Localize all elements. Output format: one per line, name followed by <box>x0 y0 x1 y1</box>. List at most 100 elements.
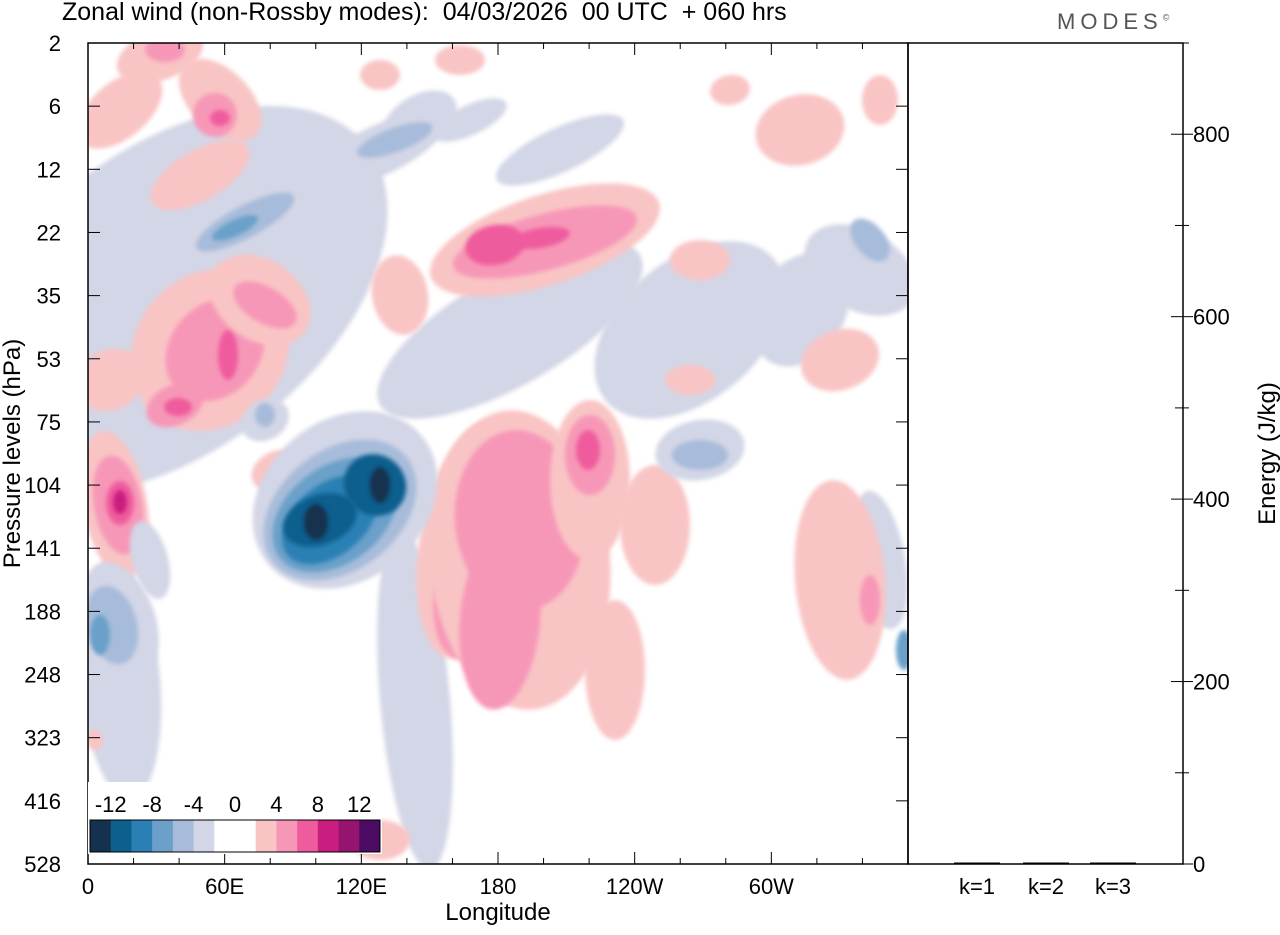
energy-bar-k2 <box>1023 862 1069 864</box>
energy-category-label: k=3 <box>1095 874 1131 899</box>
modes-logo: MODES© <box>1057 9 1169 35</box>
y-tick-label: 22 <box>37 220 61 245</box>
contour-blob <box>665 365 715 395</box>
energy-tick-label: 200 <box>1193 670 1230 695</box>
energy-tick-label: 800 <box>1193 122 1230 147</box>
longitude-axis: 0 60E 120E 180 120W 60W Longitude <box>82 43 909 926</box>
contour-blob <box>459 530 541 710</box>
y-tick-label: 248 <box>24 663 61 688</box>
contour-blob <box>755 94 845 166</box>
y-tick-label: 141 <box>24 536 61 561</box>
energy-tick-label: 0 <box>1193 852 1205 877</box>
contour-blob <box>210 110 230 126</box>
contour-blob <box>255 403 275 427</box>
colorbar-label: 0 <box>229 792 241 817</box>
contour-blob <box>594 241 786 419</box>
x-tick-label: 120W <box>606 874 664 899</box>
colorbar-label: 12 <box>347 792 371 817</box>
contour-blob <box>304 504 328 540</box>
contour-blob <box>435 45 485 75</box>
energy-axis-label: Energy (J/kg) <box>1254 382 1280 525</box>
x-tick-label: 60E <box>205 874 244 899</box>
contour-blob <box>862 75 898 125</box>
contour-blob <box>620 465 690 585</box>
y-tick-label: 12 <box>37 157 61 182</box>
contour-blob <box>129 521 171 599</box>
colorbar-swatch <box>131 820 153 852</box>
y-tick-label: 104 <box>24 473 61 498</box>
contour-blob <box>145 43 185 62</box>
x-tick-label: 60W <box>749 874 794 899</box>
energy-tick-label: 600 <box>1193 305 1230 330</box>
colorbar-swatch <box>214 820 236 852</box>
contour-blob <box>510 226 570 250</box>
y-tick-label: 35 <box>37 284 61 309</box>
contour-blob <box>88 348 144 412</box>
contour-blob <box>850 218 890 262</box>
colorbar-border <box>89 819 381 853</box>
colorbar-swatch <box>359 820 381 852</box>
colorbar-label: -8 <box>142 792 162 817</box>
contour-blob <box>360 60 400 90</box>
pressure-axis: 2 6 12 22 35 53 75 104 141 188 248 323 416 528 Pressur… <box>0 31 908 877</box>
contour-blob <box>164 398 192 416</box>
colorbar-label: 4 <box>270 792 282 817</box>
contour-blob <box>218 330 238 380</box>
contour-blob <box>896 630 908 670</box>
contour-blob <box>860 575 880 625</box>
colorbar-swatch <box>152 820 174 852</box>
contour-blob <box>801 328 879 392</box>
colorbar-label: -12 <box>95 792 127 817</box>
colorbar-swatch <box>276 820 298 852</box>
contour-blob <box>88 71 163 149</box>
contour-blob <box>113 490 127 514</box>
x-tick-label: 0 <box>82 874 94 899</box>
colorbar-legend: -12 -8 -4 0 4 8 12 <box>88 782 382 854</box>
contour-blob <box>90 615 110 655</box>
y-tick-label: 75 <box>37 410 61 435</box>
contour-blob <box>88 730 103 750</box>
colorbar-swatch <box>235 820 257 852</box>
colorbar-swatch <box>297 820 319 852</box>
contour-blob <box>465 224 525 266</box>
y-tick-label: 528 <box>24 852 61 877</box>
contour-blob <box>233 281 297 329</box>
contour-blob <box>357 122 433 158</box>
contour-blob <box>495 114 625 186</box>
x-axis-label: Longitude <box>445 899 550 926</box>
energy-bar-panel: 0 200 400 600 800 Energy (J/kg) k=1 k=2 k=3 <box>954 42 1280 899</box>
energy-panel-frame <box>907 42 1184 865</box>
colorbar-swatch <box>172 820 194 852</box>
modes-logo-text: MODES <box>1057 9 1163 34</box>
contour-blob <box>585 600 645 740</box>
contour-blob <box>794 480 886 680</box>
y-axis-label: Pressure levels (hPa) <box>0 339 26 568</box>
energy-bar-k3 <box>1090 862 1136 864</box>
contour-blob <box>212 215 258 241</box>
colorbar-swatch <box>193 820 215 852</box>
y-tick-label: 323 <box>24 726 61 751</box>
colorbar-swatch <box>110 820 132 852</box>
contour-blob <box>670 240 730 280</box>
energy-category-label: k=1 <box>959 874 995 899</box>
y-tick-label: 53 <box>37 347 61 372</box>
y-tick-label: 416 <box>24 789 61 814</box>
figure-title: Zonal wind (non-Rossby modes): 04/03/202… <box>62 0 787 26</box>
contour-blob <box>710 74 750 106</box>
contour-blob <box>576 430 600 470</box>
colorbar-swatch <box>90 820 112 852</box>
colorbar-swatch <box>338 820 360 852</box>
contour-blob <box>370 467 390 503</box>
contour-blob <box>150 140 250 210</box>
colorbar-label: -4 <box>184 792 204 817</box>
colorbar-label: 8 <box>312 792 324 817</box>
x-tick-label: 180 <box>480 874 517 899</box>
colorbar-swatch <box>317 820 339 852</box>
y-tick-label: 188 <box>24 599 61 624</box>
wind-contour-field <box>88 43 908 864</box>
copyright-mark: © <box>1162 12 1170 23</box>
contour-blob <box>672 440 728 470</box>
y-tick-label: 6 <box>49 94 61 119</box>
